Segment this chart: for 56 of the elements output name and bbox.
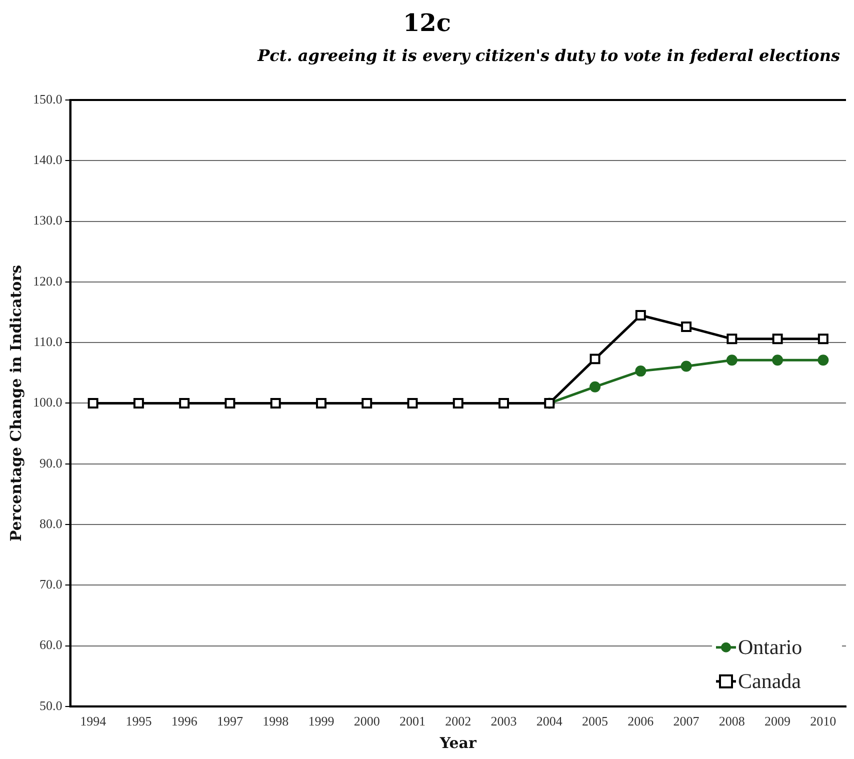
x-tick-label: 2006: [628, 714, 654, 729]
point: [681, 322, 692, 332]
point: [498, 398, 509, 408]
point: [270, 398, 281, 408]
x-axis-title: Year: [438, 734, 478, 752]
y-tick-label: 100.0: [33, 394, 62, 410]
point: [818, 334, 828, 344]
y-tick-label: 150.0: [33, 91, 62, 106]
point: [726, 354, 738, 366]
point: [726, 334, 738, 344]
point: [407, 398, 418, 408]
x-tick-label: 2000: [354, 714, 380, 729]
y-tick-label: 110.0: [33, 334, 62, 349]
x-tick-label: 2010: [810, 714, 836, 729]
point: [179, 398, 190, 408]
point: [772, 334, 783, 344]
x-tick-label: 1995: [126, 714, 152, 729]
y-tick-label: 70.0: [40, 576, 62, 592]
x-tick-label: 2005: [582, 714, 608, 729]
point: [635, 310, 646, 321]
point: [88, 398, 98, 408]
x-tick-label: 2001: [399, 714, 426, 729]
y-tick-label: 120.0: [33, 273, 62, 288]
x-tick-label: 1997: [216, 714, 244, 729]
point: [224, 398, 236, 408]
x-tick-label: 2004: [536, 714, 563, 729]
legend-label: Canada: [738, 668, 802, 693]
y-tick-label: 90.0: [40, 455, 62, 470]
point: [133, 398, 144, 408]
y-axis-title: Percentage Change in Indicators: [6, 264, 25, 542]
y-tick-label: 130.0: [33, 212, 62, 228]
point: [362, 398, 372, 408]
y-tick-label: 50.0: [40, 698, 62, 713]
point: [452, 398, 464, 408]
x-tick-label: 1994: [80, 714, 107, 729]
y-tick-label: 140.0: [33, 152, 62, 168]
y-tick-label: 80.0: [40, 516, 62, 531]
x-tick-label: 2009: [764, 714, 791, 729]
x-tick-label: 2007: [673, 714, 700, 729]
x-tick-label: 2008: [718, 714, 745, 729]
x-tick-label: 1998: [262, 714, 289, 729]
point: [316, 398, 326, 408]
legend-label: Ontario: [738, 634, 802, 659]
point: [590, 381, 601, 392]
y-tick-label: 60.0: [40, 637, 62, 652]
point: [590, 354, 600, 364]
chart-title: 12c: [402, 8, 452, 37]
chart-subtitle: Pct. agreeing it is every citizen's duty to vote in federal elections: [256, 46, 840, 65]
point: [772, 354, 784, 366]
x-tick-label: 1999: [308, 714, 334, 729]
x-tick-label: 2002: [445, 714, 472, 729]
point: [680, 360, 692, 372]
x-tick-label: 1996: [171, 714, 198, 729]
point: [818, 354, 829, 366]
point: [635, 366, 646, 377]
x-tick-label: 2003: [490, 714, 517, 729]
